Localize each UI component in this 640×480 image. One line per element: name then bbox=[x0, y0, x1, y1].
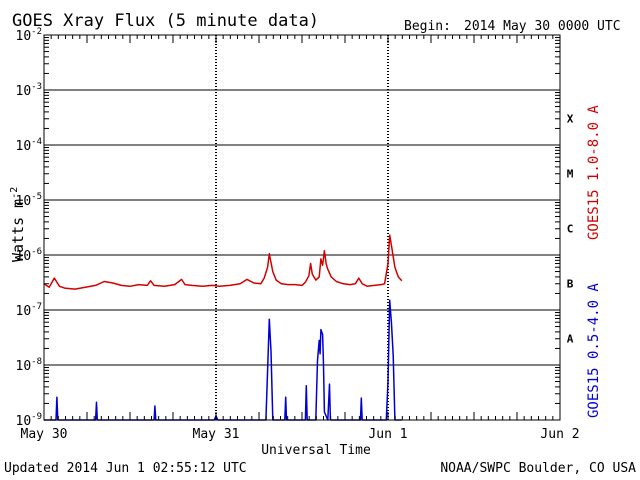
flare-class-label: C bbox=[567, 223, 574, 236]
begin-label: Begin: bbox=[404, 19, 451, 34]
credit-text: NOAA/SWPC Boulder, CO USA bbox=[440, 461, 636, 476]
begin-value: 2014 May 30 0000 UTC bbox=[464, 19, 621, 34]
axis-ticks: 10-9 10-8 10-7 10-6 10-5 10-4 10-3 10-2 May 30 Ma… bbox=[16, 27, 580, 442]
y-tick-label: 10-3 bbox=[16, 82, 43, 99]
legend-long-channel: GOES15 1.0-8.0 A bbox=[586, 105, 602, 240]
y-tick-label: 10-7 bbox=[16, 302, 43, 319]
grid bbox=[44, 35, 560, 420]
y-tick-label: 10-2 bbox=[16, 27, 43, 44]
x-tick-label: Jun 1 bbox=[368, 427, 407, 442]
y-tick-label: 10-5 bbox=[16, 192, 43, 209]
series-line-long-channel bbox=[43, 234, 403, 290]
legend-short-channel: GOES15 0.5-4.0 A bbox=[586, 283, 602, 418]
x-tick-label: Jun 2 bbox=[540, 427, 579, 442]
x-tick-label: May 31 bbox=[193, 427, 240, 442]
plot-series bbox=[43, 234, 403, 421]
y-tick-label: 10-8 bbox=[16, 357, 43, 374]
x-axis-label: Universal Time bbox=[261, 443, 371, 458]
flare-class-label: X bbox=[567, 113, 574, 126]
y-tick-label: 10-9 bbox=[16, 412, 43, 429]
y-tick-label: 10-4 bbox=[16, 137, 43, 154]
flare-class-label: M bbox=[567, 168, 574, 181]
chart-title: GOES Xray Flux (5 minute data) bbox=[12, 11, 319, 31]
y-axis-label: Watts m-2 bbox=[9, 187, 27, 262]
series-line-short-channel bbox=[44, 299, 402, 421]
flare-class-label: B bbox=[567, 278, 574, 291]
y-tick-label: 10-6 bbox=[16, 247, 43, 264]
x-tick-label: May 30 bbox=[21, 427, 68, 442]
updated-timestamp: Updated 2014 Jun 1 02:55:12 UTC bbox=[4, 461, 247, 476]
plot-frame bbox=[43, 34, 561, 421]
flare-class-label: A bbox=[567, 333, 574, 346]
